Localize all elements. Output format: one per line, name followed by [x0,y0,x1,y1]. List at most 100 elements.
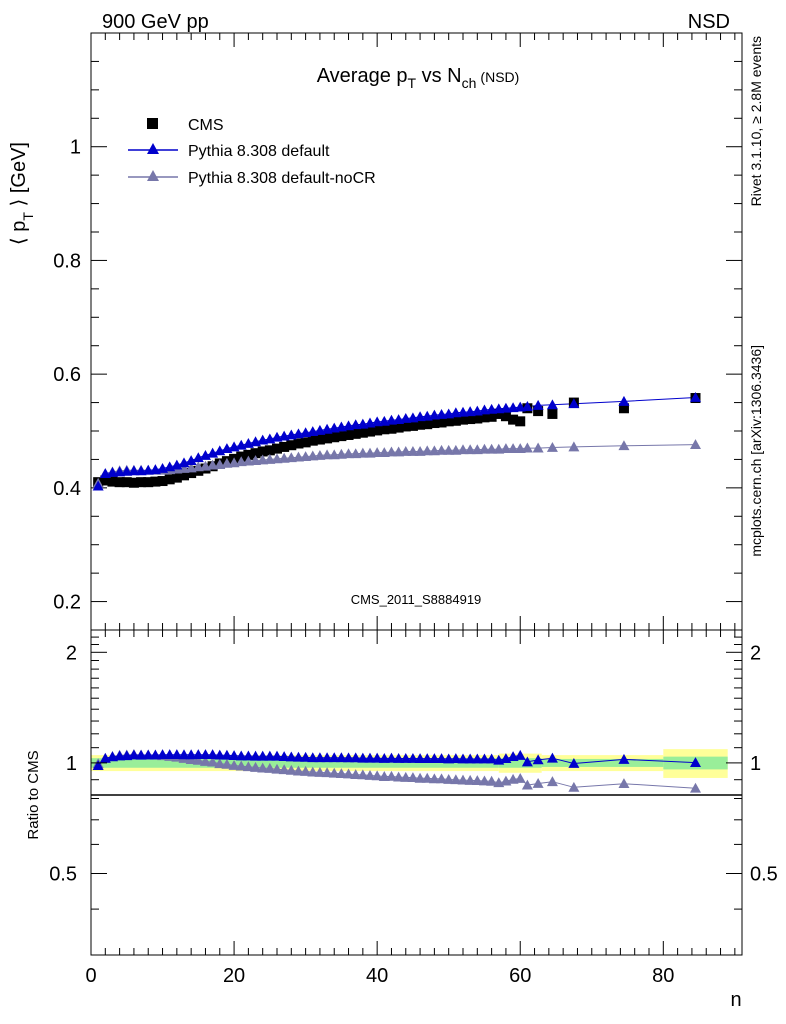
ratio-point [164,749,176,760]
cms-point [547,408,558,419]
mc-point [400,445,412,456]
ratio-point [393,752,405,763]
cms-point [300,437,311,448]
cms-point [443,416,454,427]
cms-point [179,470,189,481]
ratio-series [92,749,701,793]
main-panel: 0.2 0.4 0.6 0.8 1 Average pT vs Nch (NSD) ⟨ p… [8,32,743,631]
ratio-point [199,755,211,766]
ratio-point [421,753,433,764]
ratio-point [343,768,355,779]
ratio-point [328,767,340,778]
ratio-x-ticks: 0 20 40 60 80 [85,630,736,987]
cms-point [293,438,304,449]
ratio-point [450,753,462,764]
ratio-point [343,752,355,763]
ratio-point [471,775,483,785]
mc-point [568,441,580,452]
ratio-y-tick-label: 2 [66,642,77,664]
cms-point [322,433,333,444]
cms-point [415,419,426,430]
ratio-point [135,749,147,760]
mc-point [443,444,455,455]
ratio-point [393,771,405,782]
ratio-point [385,770,397,781]
legend: CMS Pythia 8.308 default Pythia 8.308 de… [128,117,376,187]
ratio-y-tick-label-right: 0.5 [750,863,778,885]
mc-point [521,442,533,453]
cms-point [429,418,440,429]
ratio-point [450,774,462,785]
ratio-point [378,771,390,781]
ratio-point [464,753,476,764]
legend-label-nocr: Pythia 8.308 default-noCR [188,170,376,187]
ratio-point [471,753,483,764]
cms-point [422,419,433,430]
cms-point [386,423,397,434]
cms-point [314,434,325,445]
chart-title: Average pT vs Nch (NSD) [317,65,520,91]
ratio-point [328,752,340,763]
main-y-tick-label: 0.2 [53,592,81,614]
mc-point [385,446,397,457]
ratio-point [400,771,412,782]
mc-point [690,439,701,450]
ratio-point [428,773,440,784]
mc-point [546,441,558,452]
main-y-tick-label: 0.6 [53,364,81,386]
ratio-point [300,765,312,776]
mc-point [507,443,519,454]
cms-point [486,411,497,422]
mc-point [357,447,369,458]
ratio-point [532,777,544,788]
ratio-point [307,766,319,777]
ratio-point [421,772,433,783]
ratio-point [335,752,347,763]
mc-point [464,444,476,455]
cms-point [508,414,519,425]
cms-point [279,441,290,452]
cms-point [307,435,318,446]
ratio-point [521,779,533,790]
ratio-panel: 0.5 0.5 1 1 2 2 0 20 40 60 80 Ratio to CMS n [25,629,778,1011]
ratio-point [521,756,533,767]
ratio-band-green [498,758,542,768]
ratio-y-tick-label-right: 2 [750,642,761,664]
ratio-point [278,764,290,775]
ratio-point [400,752,412,763]
ratio-point [414,772,426,783]
ratio-point [235,760,247,771]
legend-marker-nocr [147,170,159,181]
ratio-point [207,756,219,767]
ratio-point [142,749,154,760]
ratio-y-tick-label: 1 [66,753,77,775]
ratio-point [114,750,126,761]
main-y-tick-label: 0.8 [53,250,81,272]
cms-point [533,406,544,417]
ratio-point [235,750,247,761]
mc-point [421,445,433,456]
cms-point [350,428,361,439]
ratio-point [285,764,297,775]
cms-point [393,422,404,433]
cms-point [465,414,476,425]
ratio-point [414,753,426,764]
cms-point [114,477,125,488]
x-tick-label: 60 [509,965,531,987]
ratio-point [221,749,233,760]
ratio-point [214,758,226,769]
ratio-point [568,781,580,792]
ratio-y-tick-label-right: 1 [750,753,761,775]
mc-point [478,443,490,454]
cms-point [500,411,511,422]
ratio-point [335,768,347,779]
ratio-point [264,762,276,773]
cms-point [286,440,297,451]
ratio-point [149,749,161,760]
cms-point [618,403,629,414]
ratio-point [242,761,254,772]
mc-point [185,455,197,465]
cms-point [164,474,175,485]
main-y-ticks: 0.2 0.4 0.6 0.8 1 [53,32,742,631]
cms-point [257,446,268,457]
